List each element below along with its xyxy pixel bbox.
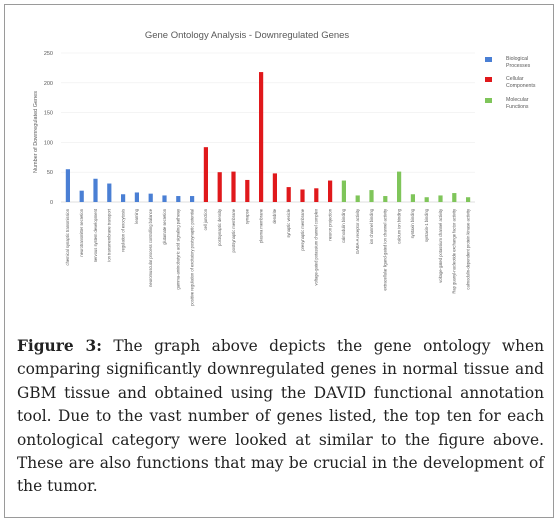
bar-24	[397, 171, 402, 202]
bar-3	[107, 183, 112, 202]
bar-8	[176, 196, 181, 202]
x-tick-label: gamma-aminobutyric acid signaling pathwa…	[176, 208, 181, 290]
bar-9	[190, 196, 195, 202]
x-tick-label: postsynaptic density	[217, 208, 222, 246]
legend-label: Processes	[506, 63, 531, 69]
y-tick-label: 50	[47, 170, 53, 176]
x-tick-label: dendrite	[272, 208, 277, 224]
x-tick-label: neuromuscular process controlling balanc…	[148, 208, 153, 287]
x-tick-label: plasma membrane	[258, 208, 263, 243]
legend-swatch	[485, 77, 492, 82]
bar-14	[259, 72, 264, 203]
bar-15	[272, 173, 277, 202]
bar-10	[203, 147, 208, 202]
x-tick-label: nervous system development	[93, 208, 98, 262]
figure-frame: 0 50 100 150 200 250 chemical synaptic transm…	[4, 4, 554, 518]
legend-label: Components	[506, 83, 536, 89]
bar-28	[452, 193, 457, 202]
x-tick-label: learning	[134, 208, 139, 223]
legend-label: Cellular	[506, 76, 524, 82]
x-tick-label: Rap guanyl-nucleotide exchange factor ac…	[452, 208, 457, 294]
bar-17	[300, 189, 305, 202]
y-tick-label: 200	[44, 81, 53, 87]
x-tick-label: neuron projection	[327, 208, 332, 240]
bar-7	[162, 195, 167, 202]
bar-25	[410, 194, 415, 202]
x-tick-label: chemical synaptic transmission	[65, 208, 70, 265]
x-tick-label: synaptic vesicle	[286, 208, 291, 237]
bar-4	[121, 194, 126, 202]
chart-title: Gene Ontology Analysis - Downregulated G…	[145, 30, 350, 41]
x-tick-label: glutamate secretion	[162, 208, 167, 244]
chart-area: 0 50 100 150 200 250 chemical synaptic transm…	[15, 13, 545, 330]
bar-5	[134, 192, 139, 202]
bar-27	[438, 195, 443, 202]
bar-22	[369, 190, 374, 202]
x-tick-label: ion channel binding	[369, 208, 374, 244]
figure-caption: Figure 3: The graph above depicts the ge…	[17, 335, 544, 499]
bar-12	[231, 171, 236, 202]
bar-18	[314, 188, 319, 202]
x-tick-label: syntaxin binding	[410, 208, 415, 238]
bar-21	[355, 195, 360, 202]
bar-11	[217, 172, 222, 202]
x-tick-label: calmodulin binding	[341, 208, 346, 243]
bar-layer	[65, 72, 471, 203]
legend-swatch	[485, 98, 492, 103]
y-tick-layer: 0 50 100 150 200 250	[44, 51, 53, 206]
caption-label: Figure 3:	[17, 337, 102, 355]
x-tick-label: GABA-A receptor activity	[355, 208, 360, 254]
legend-swatch	[485, 57, 492, 62]
y-tick-label: 0	[50, 200, 53, 206]
bar-1	[79, 190, 84, 202]
legend-label: Functions	[506, 104, 529, 110]
bar-26	[424, 197, 429, 202]
bar-2	[93, 178, 98, 202]
x-tick-label: presynaptic membrane	[300, 208, 305, 250]
x-tick-label: cell junction	[203, 208, 208, 230]
y-tick-label: 100	[44, 140, 53, 146]
grid-layer	[61, 52, 475, 203]
x-tick-label: ion transmembrane transport	[107, 208, 112, 261]
bar-0	[65, 169, 70, 202]
legend-label: Molecular	[506, 97, 529, 103]
x-tick-label: positive regulation of excitatory postsy…	[189, 209, 194, 306]
y-tick-label: 150	[44, 111, 53, 117]
x-tick-label: neurotransmitter secretion	[79, 208, 84, 256]
legend-label: Biological	[506, 56, 528, 62]
bar-20	[341, 180, 346, 202]
x-tick-label: regulation of exocytosis	[120, 209, 125, 252]
bar-6	[148, 193, 153, 202]
bar-19	[328, 180, 333, 202]
x-tick-label: synapse	[245, 208, 250, 224]
y-tick-label: 250	[44, 51, 53, 57]
x-tick-label: calmodulin-dependent protein kinase acti…	[465, 208, 470, 290]
bar-16	[286, 187, 291, 202]
bar-13	[245, 179, 250, 202]
x-tick-label: syntaxin-1 binding	[424, 208, 429, 242]
bar-chart: 0 50 100 150 200 250 chemical synaptic transm…	[33, 30, 536, 306]
caption-text: The graph above depicts the gene ontolog…	[17, 337, 545, 496]
bar-29	[466, 197, 471, 202]
x-tick-label: voltage-gated potassium channel complex	[314, 209, 319, 285]
bar-23	[383, 196, 388, 202]
x-tick-layer: chemical synaptic transmission neurotrans…	[65, 208, 470, 306]
x-tick-label: calcium ion binding	[396, 208, 401, 244]
y-axis-title: Number of Downregulated Genes	[33, 91, 39, 173]
x-tick-label: extracellular ligand-gated ion channel a…	[383, 208, 388, 290]
x-tick-label: voltage-gated potassium channel activity	[438, 208, 443, 283]
x-tick-label: postsynaptic membrane	[231, 208, 236, 252]
